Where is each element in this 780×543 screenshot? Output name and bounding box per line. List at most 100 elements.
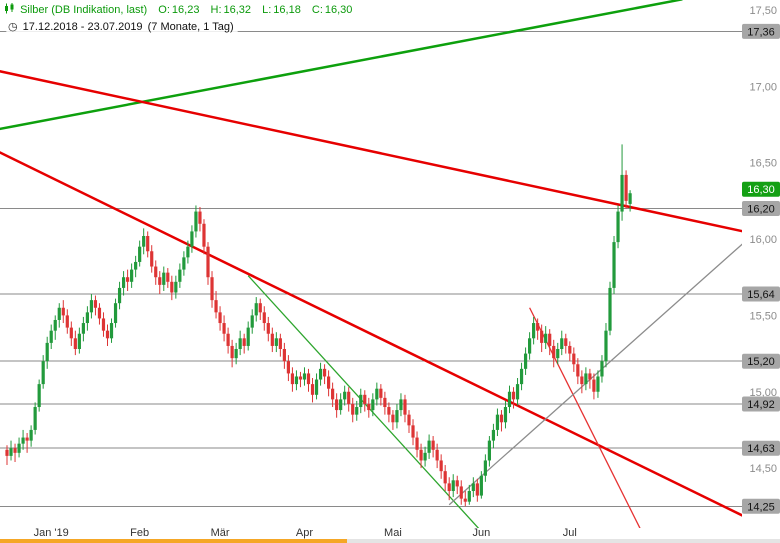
candle-body — [314, 379, 319, 395]
candle-body — [548, 333, 552, 346]
candle-body — [355, 407, 359, 415]
trend-line-short-downtrend-red — [529, 307, 641, 528]
x-tick-label: Apr — [296, 527, 313, 539]
candle-body — [190, 231, 194, 247]
timeline-scrollbar-range[interactable] — [0, 539, 347, 543]
candle-body — [206, 246, 210, 278]
low-label: L: — [262, 4, 272, 16]
candle-body — [134, 261, 138, 270]
candle-body — [202, 223, 206, 247]
x-tick-label: Jan '19 — [34, 527, 69, 539]
candle-body — [528, 338, 532, 354]
x-tick-label: Feb — [130, 527, 149, 539]
candle-body — [407, 414, 411, 426]
y-tick-label: 15,50 — [749, 310, 777, 322]
candle-body — [576, 364, 580, 377]
candle-body — [174, 281, 178, 293]
candle-body — [222, 323, 226, 334]
candle-body — [455, 480, 459, 487]
high-value: 16,32 — [223, 4, 252, 16]
candle-body — [198, 211, 202, 224]
horizontal-levels — [0, 30, 742, 507]
candle-body — [270, 333, 274, 346]
candle-body — [371, 399, 375, 411]
candle-body — [101, 318, 106, 331]
y-tick-label: 17,00 — [749, 81, 777, 93]
level-price-badge: 17,36 — [742, 23, 780, 39]
candle-body — [266, 323, 270, 334]
candle-body — [451, 480, 455, 492]
candle-body — [483, 460, 487, 476]
candle-body — [298, 376, 303, 380]
candle-body — [343, 391, 347, 400]
y-tick-label: 16,50 — [749, 158, 777, 170]
level-price-badge: 15,20 — [742, 353, 780, 369]
candle-body — [596, 376, 600, 392]
svg-text:16,20: 16,20 — [747, 204, 775, 216]
candle-body — [347, 391, 351, 404]
candle-body — [17, 443, 21, 453]
candle-body — [146, 235, 150, 252]
candle-body — [254, 303, 258, 316]
candle-body — [359, 394, 363, 408]
candle-body — [391, 414, 395, 423]
candle-body — [178, 269, 182, 282]
candle-body — [69, 327, 73, 339]
candle-body — [423, 452, 427, 461]
chart-header-line1: Silber (DB Indikation, last) O: 16,23 H: 1… — [4, 3, 354, 17]
candle-body — [113, 303, 118, 324]
candle-body — [234, 348, 238, 359]
candle-body — [109, 323, 114, 339]
candle-body — [238, 338, 242, 349]
candle-body — [13, 448, 17, 453]
candle-body — [21, 437, 25, 444]
candle-body — [439, 460, 443, 472]
low-value: 16,18 — [273, 4, 301, 16]
candle-body — [519, 368, 524, 385]
candle-body — [290, 373, 295, 385]
svg-text:14,92: 14,92 — [747, 399, 775, 411]
candle-body — [166, 272, 170, 282]
candle-body — [9, 448, 13, 456]
candle-body — [214, 300, 218, 313]
svg-text:14,25: 14,25 — [747, 501, 775, 513]
y-tick-label: 16,00 — [749, 234, 777, 246]
candle-body — [85, 312, 89, 324]
level-price-badge: 16,20 — [742, 201, 780, 217]
candle-body — [427, 440, 431, 453]
candle-body — [463, 498, 467, 502]
x-tick-label: Mär — [211, 527, 230, 539]
candle-body — [37, 384, 41, 408]
timeline-scrollbar[interactable] — [0, 539, 780, 543]
candle-body — [331, 388, 335, 400]
candle-body — [620, 174, 624, 212]
candle-body — [475, 483, 479, 496]
candle-body — [395, 410, 399, 423]
candle-body — [588, 373, 592, 380]
trend-line-rising-trendline-gray — [448, 243, 742, 506]
open-value: 16,23 — [171, 4, 200, 16]
candle-body — [612, 242, 616, 288]
candle-body — [600, 361, 604, 377]
candle-body — [142, 235, 146, 247]
x-tick-label: Jun — [472, 527, 490, 539]
candle-body — [310, 384, 315, 395]
candle-body — [5, 449, 9, 456]
candle-body — [162, 272, 166, 285]
candle-body — [443, 471, 447, 484]
candle-body — [523, 353, 528, 369]
candle-body — [45, 342, 49, 362]
candle-body — [158, 277, 162, 285]
last-price-badge: 16,30 — [742, 181, 780, 197]
candle-body — [170, 281, 174, 293]
candle-body — [419, 449, 423, 461]
candlestick-icon — [4, 3, 15, 17]
candle-body — [507, 391, 512, 408]
candle-body — [367, 403, 371, 411]
svg-text:14,63: 14,63 — [747, 443, 775, 455]
candle-body — [411, 425, 415, 438]
candle-body — [194, 211, 198, 232]
